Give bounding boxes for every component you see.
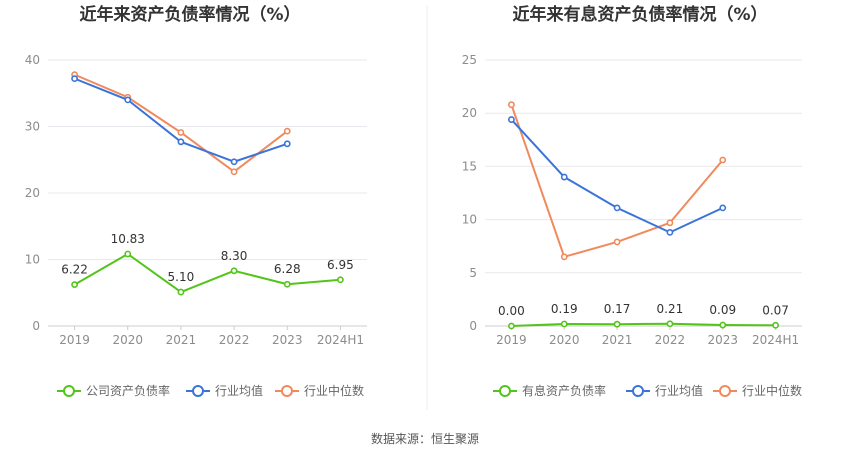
data-point-industry-avg — [124, 96, 132, 104]
legend-marker — [192, 385, 204, 397]
series-line-industry-median — [74, 73, 288, 173]
data-label: 10.83 — [111, 232, 145, 246]
legend-marker — [63, 385, 75, 397]
data-point-company — [71, 281, 78, 289]
data-point-industry-median — [560, 253, 568, 261]
data-label: 5.10 — [168, 270, 195, 284]
legend-marker — [281, 385, 293, 397]
data-point-industry-median — [613, 238, 621, 246]
y-tick-label: 0 — [32, 319, 40, 333]
legend-label: 公司资产负债率 — [86, 383, 170, 398]
data-point-industry-median — [177, 129, 185, 136]
data-point-industry-median — [719, 156, 727, 164]
data-point-industry-avg — [560, 173, 568, 181]
data-point-company — [508, 322, 515, 330]
data-label: 0.09 — [709, 303, 736, 317]
data-point-company — [337, 276, 344, 284]
data-label: 0.00 — [498, 304, 525, 318]
legend-marker — [499, 385, 511, 397]
y-tick-label: 10 — [462, 213, 477, 227]
y-tick-label: 10 — [25, 253, 40, 267]
y-tick-label: 30 — [25, 120, 40, 134]
x-tick-label: 2020 — [112, 333, 143, 347]
chart-panel-interest-bearing-debt-ratio: 近年来有息资产负债率情况（%） 0 5 10 15 20 25 2019 2020 2021 202… — [462, 4, 802, 398]
data-point-company — [177, 288, 185, 296]
chart-title: 近年来有息资产负债率情况（%） — [512, 4, 767, 25]
x-tick-label: 2021 — [166, 333, 197, 347]
data-point-company — [124, 250, 132, 258]
x-tick-label: 2023 — [272, 333, 303, 347]
data-source-label: 数据来源：恒生聚源 — [371, 431, 479, 446]
legend-label: 行业均值 — [215, 383, 263, 398]
y-tick-label: 0 — [469, 319, 477, 333]
series-line-company — [74, 252, 341, 294]
x-tick-label: 2024H1 — [752, 333, 799, 347]
x-tick-label: 2024H1 — [317, 333, 364, 347]
data-point-industry-median — [230, 168, 238, 176]
x-tick-label: 2022 — [655, 333, 686, 347]
data-point-industry-avg — [508, 116, 515, 123]
data-label: 6.28 — [274, 262, 301, 276]
legend-marker — [719, 385, 731, 397]
y-tick-label: 20 — [25, 186, 40, 200]
data-label: 6.95 — [327, 258, 354, 272]
series-line-industry-avg — [74, 77, 288, 163]
data-point-industry-avg — [71, 75, 78, 83]
data-point-industry-avg — [283, 140, 291, 148]
y-tick-label: 40 — [25, 53, 40, 67]
data-label: 0.07 — [762, 303, 789, 317]
data-point-industry-avg — [230, 158, 238, 166]
data-label: 0.17 — [604, 302, 631, 316]
series-line-industry-avg — [510, 118, 724, 234]
y-tick-label: 20 — [462, 106, 477, 120]
chart-panel-debt-ratio: 近年来资产负债率情况（%） 0 10 20 30 40 2019 2020 2021 2022 20… — [25, 4, 367, 398]
legend-label: 行业中位数 — [742, 383, 802, 398]
data-point-company — [283, 280, 291, 288]
data-label: 6.22 — [61, 263, 88, 277]
data-point-industry-median — [508, 101, 515, 109]
data-point-company — [719, 321, 727, 329]
legend-label: 行业均值 — [655, 383, 703, 398]
data-label: 8.30 — [221, 249, 248, 263]
x-tick-label: 2019 — [59, 333, 90, 347]
y-tick-label: 15 — [462, 159, 477, 173]
series-line-company — [511, 322, 776, 327]
data-point-company — [230, 267, 238, 275]
chart-title: 近年来资产负债率情况（%） — [79, 4, 300, 25]
data-point-industry-median — [666, 219, 674, 227]
x-tick-label: 2019 — [496, 333, 527, 347]
x-tick-label: 2020 — [549, 333, 580, 347]
data-point-industry-avg — [666, 228, 674, 236]
legend-marker — [632, 385, 644, 397]
data-point-industry-avg — [613, 204, 621, 212]
legend-label: 有息资产负债率 — [522, 383, 606, 398]
data-point-industry-median — [283, 127, 291, 135]
data-label: 0.21 — [657, 302, 684, 316]
x-tick-label: 2021 — [602, 333, 633, 347]
data-point-company — [560, 320, 568, 328]
y-tick-label: 25 — [462, 53, 477, 67]
x-tick-label: 2023 — [707, 333, 738, 347]
legend-label: 行业中位数 — [304, 383, 364, 398]
y-tick-label: 5 — [469, 266, 477, 280]
data-point-company — [772, 321, 779, 329]
data-point-industry-avg — [177, 138, 185, 146]
data-point-industry-avg — [719, 204, 727, 212]
data-label: 0.19 — [551, 302, 578, 316]
data-point-company — [613, 320, 621, 328]
series-line-industry-median — [510, 104, 724, 258]
x-tick-label: 2022 — [219, 333, 250, 347]
data-point-company — [666, 320, 674, 328]
